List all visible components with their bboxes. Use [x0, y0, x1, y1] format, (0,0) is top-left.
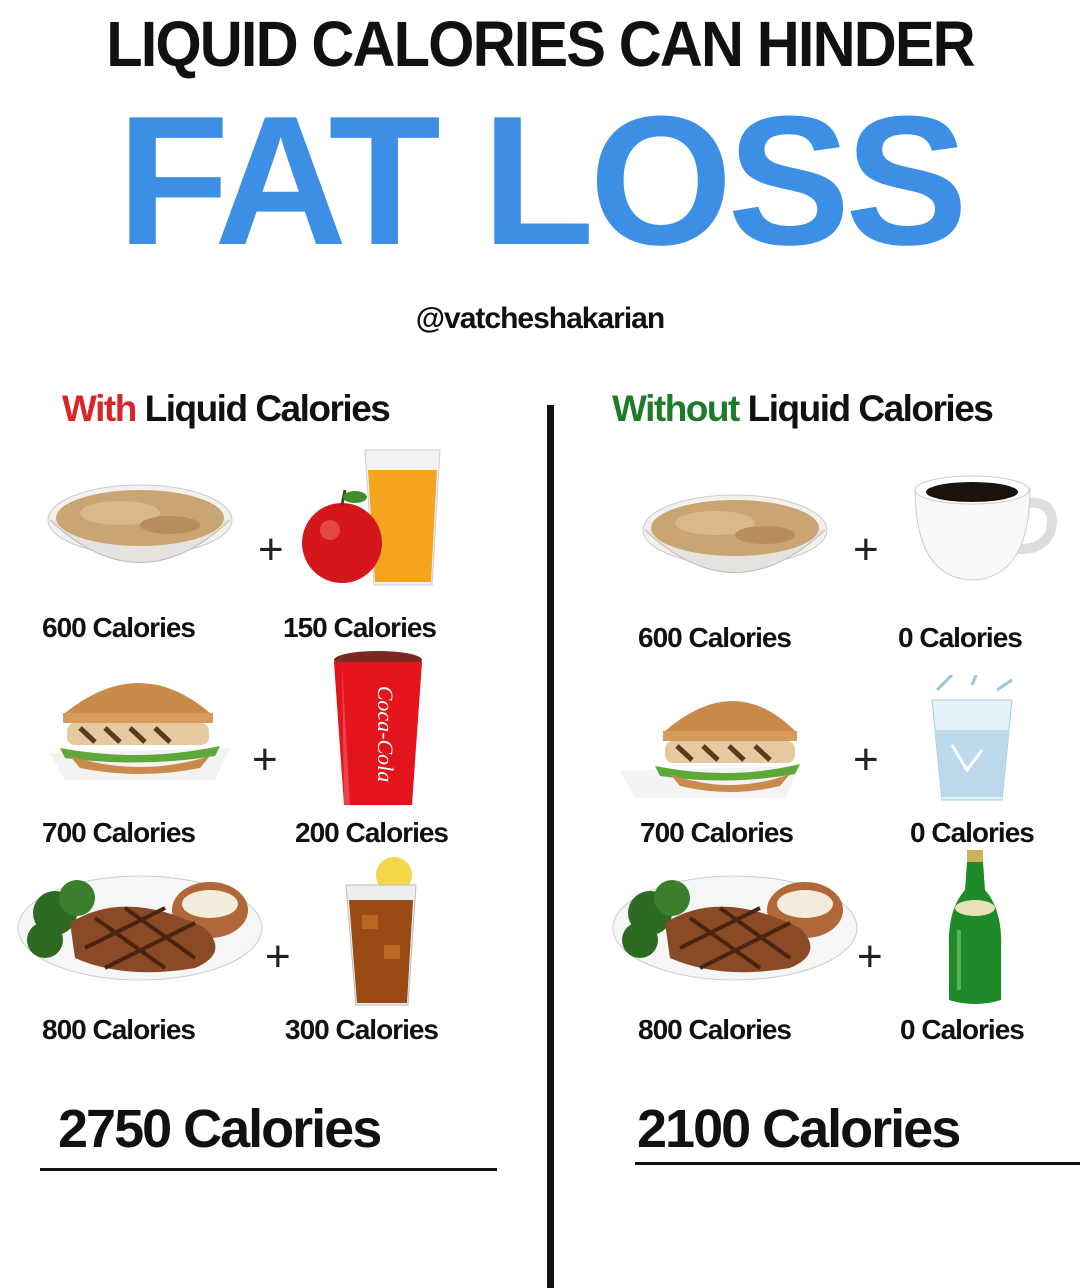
- oatmeal-bowl-icon: [30, 475, 250, 575]
- page-title: LIQUID CALORIES CAN HINDER: [106, 8, 975, 80]
- food-calories-label: 800 Calories: [638, 1014, 792, 1045]
- water-glass-icon: [922, 675, 1022, 805]
- left-heading-rest: Liquid Calories: [135, 388, 391, 429]
- plus-sign: +: [252, 735, 278, 784]
- food-calories-label: 700 Calories: [42, 817, 196, 848]
- drink-calories-label: 0 Calories: [900, 1014, 1025, 1045]
- food-calories-label: 800 Calories: [42, 1014, 196, 1045]
- plus-sign: +: [265, 932, 291, 981]
- sparkling-water-bottle-icon: [945, 850, 1005, 1008]
- chicken-sandwich-icon: [45, 668, 235, 788]
- author-handle: @vatcheshakarian: [415, 302, 665, 335]
- right-heading-accent: Without: [612, 388, 740, 429]
- right-heading: Without Liquid Calories: [612, 388, 994, 430]
- steak-plate-icon: [15, 868, 265, 983]
- plus-sign: +: [853, 525, 879, 574]
- left-heading-accent: With: [62, 388, 137, 429]
- right-total: 2100 Calories: [637, 1099, 961, 1159]
- plus-sign: +: [853, 735, 879, 784]
- drink-calories-label: 0 Calories: [910, 817, 1035, 848]
- plus-sign: +: [857, 932, 883, 981]
- food-calories-label: 700 Calories: [640, 817, 794, 848]
- left-heading: With Liquid Calories: [62, 388, 391, 430]
- drink-calories-label: 200 Calories: [295, 817, 449, 848]
- black-coffee-icon: [910, 468, 1060, 588]
- food-calories-label: 600 Calories: [42, 612, 196, 643]
- iced-tea-icon: [342, 855, 422, 1010]
- oatmeal-bowl-icon: [625, 485, 845, 585]
- right-heading-rest: Liquid Calories: [738, 388, 994, 429]
- right-total-underline: [635, 1162, 1080, 1165]
- drink-calories-label: 150 Calories: [283, 612, 437, 643]
- plus-sign: +: [258, 525, 284, 574]
- drink-calories-label: 300 Calories: [285, 1014, 439, 1045]
- coca-cola-cup-icon: Coca-Cola: [332, 650, 424, 808]
- coca-cola-logo-text: Coca-Cola: [373, 686, 398, 783]
- apple-juice-icon: [300, 445, 450, 595]
- left-total-underline: [40, 1168, 497, 1171]
- steak-plate-icon: [610, 868, 860, 983]
- chicken-sandwich-icon: [615, 686, 805, 806]
- drink-calories-label: 0 Calories: [898, 622, 1023, 653]
- left-total: 2750 Calories: [58, 1099, 382, 1159]
- food-calories-label: 600 Calories: [638, 622, 792, 653]
- headline: FAT LOSS: [117, 77, 968, 283]
- column-divider: [547, 405, 554, 1288]
